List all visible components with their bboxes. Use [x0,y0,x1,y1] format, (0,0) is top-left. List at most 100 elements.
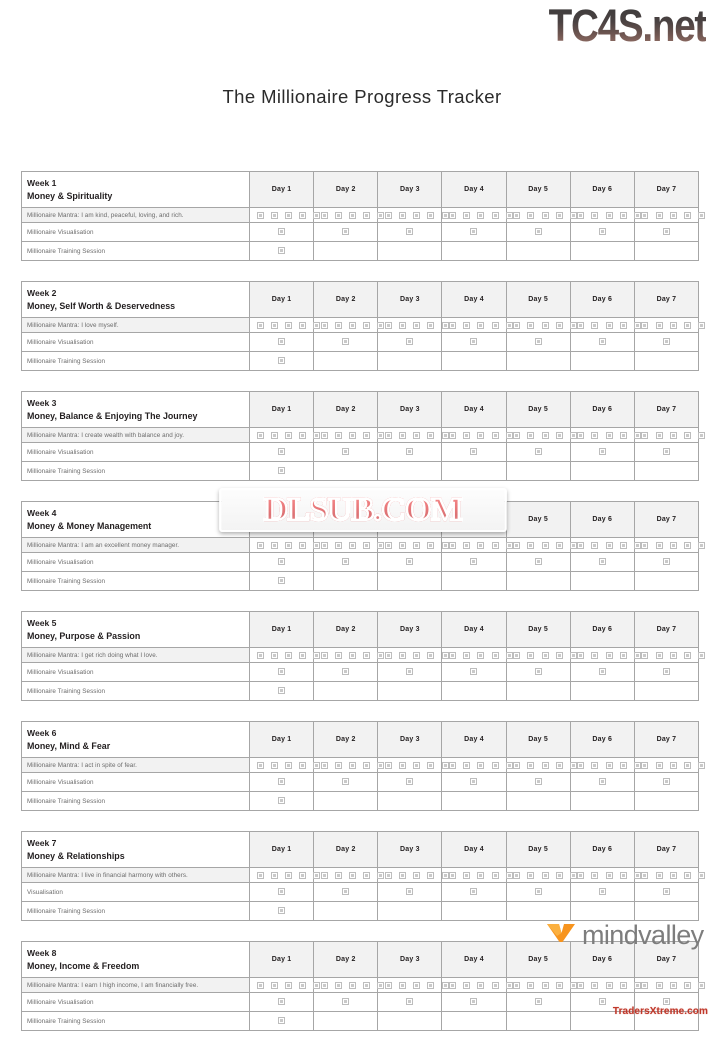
checkbox[interactable] [320,761,328,769]
checkbox[interactable] [406,558,414,566]
checkbox[interactable] [655,761,663,769]
checkbox[interactable] [698,981,706,989]
checkbox[interactable] [534,228,542,236]
checkbox[interactable] [470,448,478,456]
checkbox[interactable] [641,761,649,769]
checkbox[interactable] [320,321,328,329]
checkbox[interactable] [334,651,342,659]
checkbox[interactable] [278,558,286,566]
checkbox[interactable] [655,541,663,549]
checkbox[interactable] [284,211,292,219]
checkbox[interactable] [541,761,549,769]
checkbox[interactable] [684,541,691,549]
checkbox[interactable] [669,431,677,439]
checkbox[interactable] [641,541,649,549]
checkbox[interactable] [684,211,691,219]
checkbox[interactable] [591,321,599,329]
checkbox[interactable] [278,668,286,676]
checkbox[interactable] [278,907,286,915]
checkbox[interactable] [384,541,392,549]
checkbox[interactable] [449,321,457,329]
checkbox[interactable] [591,431,599,439]
checkbox[interactable] [270,871,278,879]
checkbox[interactable] [363,981,371,989]
checkbox[interactable] [491,541,499,549]
checkbox[interactable] [463,541,471,549]
checkbox[interactable] [363,871,371,879]
checkbox[interactable] [413,651,421,659]
checkbox[interactable] [334,431,342,439]
checkbox[interactable] [384,211,392,219]
checkbox[interactable] [320,651,328,659]
checkbox[interactable] [527,981,535,989]
checkbox[interactable] [698,651,706,659]
checkbox[interactable] [541,321,549,329]
checkbox[interactable] [662,998,670,1006]
checkbox[interactable] [270,761,278,769]
checkbox[interactable] [513,761,521,769]
checkbox[interactable] [477,761,485,769]
checkbox[interactable] [256,321,264,329]
checkbox[interactable] [278,467,286,475]
checkbox[interactable] [470,998,478,1006]
checkbox[interactable] [541,871,549,879]
checkbox[interactable] [278,998,286,1006]
checkbox[interactable] [605,431,613,439]
checkbox[interactable] [270,541,278,549]
checkbox[interactable] [577,871,585,879]
checkbox[interactable] [641,651,649,659]
checkbox[interactable] [284,541,292,549]
checkbox[interactable] [342,668,350,676]
checkbox[interactable] [641,431,649,439]
checkbox[interactable] [534,558,542,566]
checkbox[interactable] [320,981,328,989]
checkbox[interactable] [278,797,286,805]
checkbox[interactable] [655,871,663,879]
checkbox[interactable] [399,321,407,329]
checkbox[interactable] [555,541,563,549]
checkbox[interactable] [619,541,627,549]
checkbox[interactable] [278,247,286,255]
checkbox[interactable] [449,651,457,659]
checkbox[interactable] [399,981,407,989]
checkbox[interactable] [470,668,478,676]
checkbox[interactable] [334,211,342,219]
checkbox[interactable] [342,448,350,456]
checkbox[interactable] [470,888,478,896]
checkbox[interactable] [598,998,606,1006]
checkbox[interactable] [491,211,499,219]
checkbox[interactable] [577,651,585,659]
checkbox[interactable] [299,211,307,219]
checkbox[interactable] [256,871,264,879]
checkbox[interactable] [470,778,478,786]
checkbox[interactable] [534,888,542,896]
checkbox[interactable] [577,321,585,329]
checkbox[interactable] [299,871,307,879]
checkbox[interactable] [491,651,499,659]
checkbox[interactable] [527,761,535,769]
checkbox[interactable] [655,211,663,219]
checkbox[interactable] [399,871,407,879]
checkbox[interactable] [541,541,549,549]
checkbox[interactable] [491,761,499,769]
checkbox[interactable] [513,431,521,439]
checkbox[interactable] [470,338,478,346]
checkbox[interactable] [598,888,606,896]
checkbox[interactable] [406,448,414,456]
checkbox[interactable] [669,541,677,549]
checkbox[interactable] [598,558,606,566]
checkbox[interactable] [641,321,649,329]
checkbox[interactable] [598,778,606,786]
checkbox[interactable] [449,981,457,989]
checkbox[interactable] [477,871,485,879]
checkbox[interactable] [349,431,357,439]
checkbox[interactable] [463,431,471,439]
checkbox[interactable] [284,431,292,439]
checkbox[interactable] [342,558,350,566]
checkbox[interactable] [698,321,706,329]
checkbox[interactable] [577,981,585,989]
checkbox[interactable] [491,321,499,329]
checkbox[interactable] [399,651,407,659]
checkbox[interactable] [555,431,563,439]
checkbox[interactable] [406,998,414,1006]
